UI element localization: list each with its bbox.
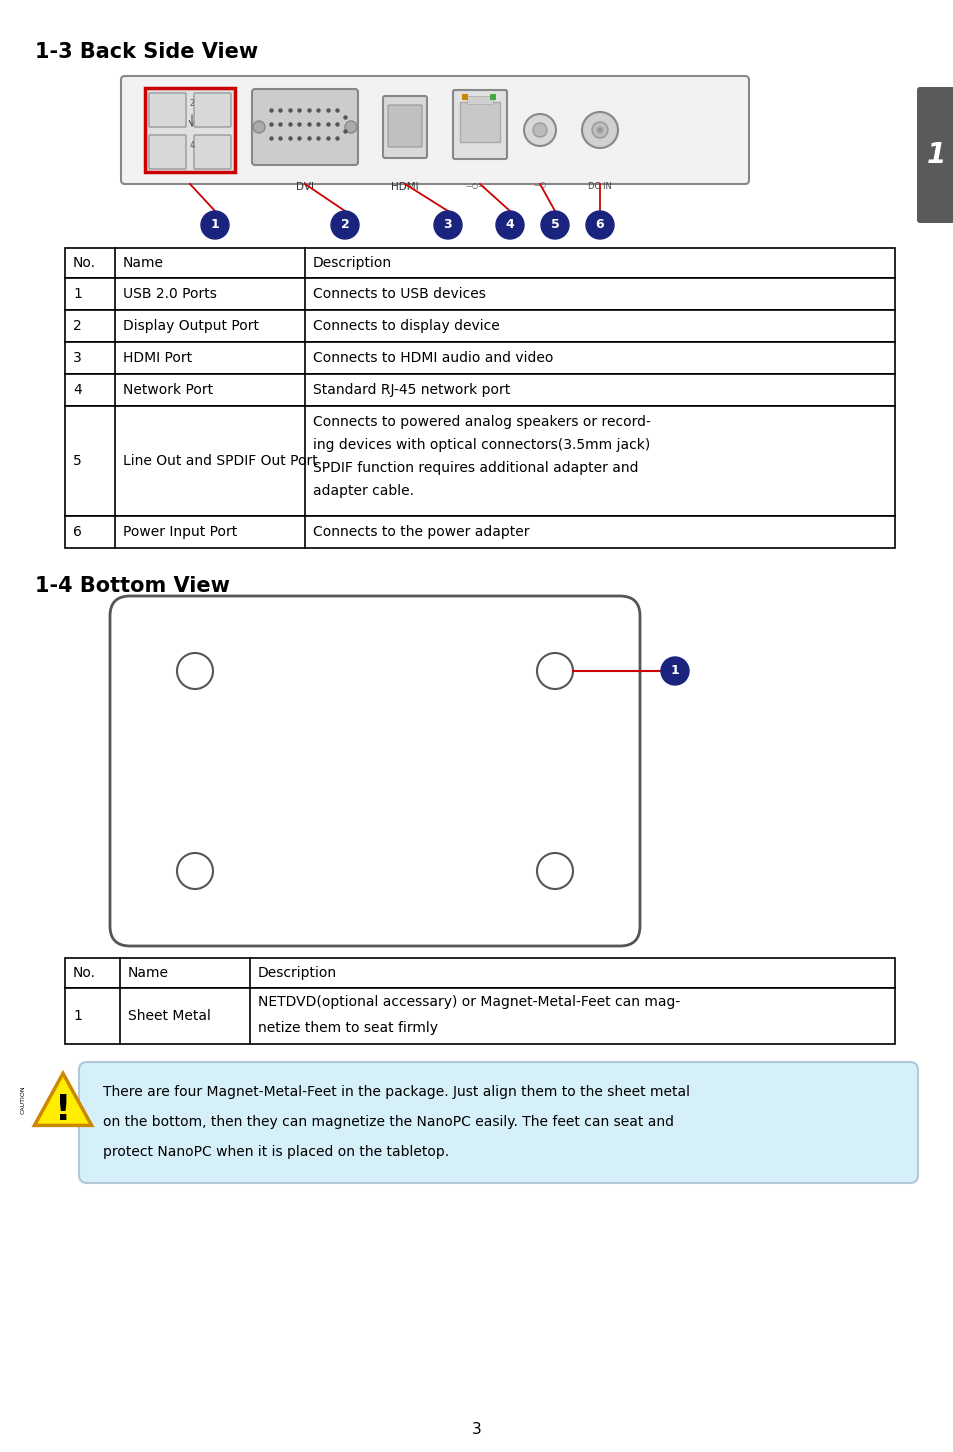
Bar xyxy=(145,89,234,171)
Text: Display Output Port: Display Output Port xyxy=(123,319,258,333)
FancyBboxPatch shape xyxy=(193,135,231,168)
Circle shape xyxy=(592,122,607,138)
Circle shape xyxy=(533,123,546,136)
Bar xyxy=(65,343,894,375)
Text: Connects to display device: Connects to display device xyxy=(313,319,499,333)
Text: CAUTION: CAUTION xyxy=(20,1086,26,1114)
Circle shape xyxy=(597,126,602,134)
Text: Standard RJ-45 network port: Standard RJ-45 network port xyxy=(313,383,510,396)
Text: Name: Name xyxy=(128,966,169,980)
Circle shape xyxy=(177,653,213,690)
Bar xyxy=(467,96,493,105)
Text: 2: 2 xyxy=(73,319,82,333)
Circle shape xyxy=(581,112,618,148)
Text: 1-4 Bottom View: 1-4 Bottom View xyxy=(35,576,230,595)
Circle shape xyxy=(201,211,229,240)
Bar xyxy=(65,309,894,343)
Text: 5: 5 xyxy=(550,218,558,231)
Text: No.: No. xyxy=(73,256,96,270)
Text: Power Input Port: Power Input Port xyxy=(123,526,237,539)
Circle shape xyxy=(585,211,614,240)
FancyBboxPatch shape xyxy=(110,595,639,947)
Text: Line Out and SPDIF Out Port: Line Out and SPDIF Out Port xyxy=(123,454,317,468)
Text: 3: 3 xyxy=(443,218,452,231)
Circle shape xyxy=(540,211,568,240)
Text: 6: 6 xyxy=(73,526,82,539)
Text: 3: 3 xyxy=(73,351,82,364)
Text: No.: No. xyxy=(73,966,96,980)
Bar xyxy=(65,248,894,277)
Text: —○: —○ xyxy=(533,182,546,187)
Circle shape xyxy=(523,115,556,147)
Text: Description: Description xyxy=(313,256,392,270)
Bar xyxy=(65,375,894,407)
Text: 1: 1 xyxy=(211,218,219,231)
Text: protect NanoPC when it is placed on the tabletop.: protect NanoPC when it is placed on the … xyxy=(103,1146,449,1159)
Text: 2: 2 xyxy=(340,218,349,231)
FancyBboxPatch shape xyxy=(193,93,231,126)
Text: SPDIF function requires additional adapter and: SPDIF function requires additional adapt… xyxy=(313,460,638,475)
Text: adapter cable.: adapter cable. xyxy=(313,484,414,498)
Text: There are four Magnet-Metal-Feet in the package. Just align them to the sheet me: There are four Magnet-Metal-Feet in the … xyxy=(103,1085,689,1099)
Bar xyxy=(65,277,894,309)
Text: 3: 3 xyxy=(472,1423,481,1437)
Text: DVI: DVI xyxy=(295,182,314,192)
Text: Connects to powered analog speakers or record-: Connects to powered analog speakers or r… xyxy=(313,415,650,428)
Text: 1: 1 xyxy=(670,665,679,678)
Circle shape xyxy=(496,211,523,240)
Text: ing devices with optical connectors(3.5mm jack): ing devices with optical connectors(3.5m… xyxy=(313,439,650,452)
Text: 1: 1 xyxy=(925,141,944,168)
Text: 1: 1 xyxy=(73,1009,82,1024)
Circle shape xyxy=(660,656,688,685)
Text: NETDVD(optional accessary) or Magnet-Metal-Feet can mag-: NETDVD(optional accessary) or Magnet-Met… xyxy=(257,995,679,1009)
Text: Connects to the power adapter: Connects to the power adapter xyxy=(313,526,529,539)
Text: USB 2.0 Ports: USB 2.0 Ports xyxy=(123,287,216,301)
Circle shape xyxy=(537,852,573,889)
Bar xyxy=(65,987,894,1044)
Text: !: ! xyxy=(54,1093,71,1127)
Circle shape xyxy=(434,211,461,240)
Text: Connects to USB devices: Connects to USB devices xyxy=(313,287,485,301)
FancyBboxPatch shape xyxy=(149,93,186,126)
Text: 4: 4 xyxy=(190,141,194,151)
FancyBboxPatch shape xyxy=(382,96,427,158)
Text: 4: 4 xyxy=(505,218,514,231)
Text: Description: Description xyxy=(257,966,336,980)
Circle shape xyxy=(331,211,358,240)
Text: Connects to HDMI audio and video: Connects to HDMI audio and video xyxy=(313,351,553,364)
Text: HDMI Port: HDMI Port xyxy=(123,351,192,364)
FancyBboxPatch shape xyxy=(79,1061,917,1183)
Text: 6: 6 xyxy=(595,218,603,231)
Text: netize them to seat firmly: netize them to seat firmly xyxy=(257,1021,437,1035)
Text: 1-3 Back Side View: 1-3 Back Side View xyxy=(35,42,258,62)
FancyBboxPatch shape xyxy=(252,89,357,166)
Text: —○—: —○— xyxy=(465,183,485,189)
Text: on the bottom, then they can magnetize the NanoPC easily. The feet can seat and: on the bottom, then they can magnetize t… xyxy=(103,1115,673,1130)
FancyBboxPatch shape xyxy=(149,135,186,168)
Text: Network Port: Network Port xyxy=(123,383,213,396)
Text: DC IN: DC IN xyxy=(587,182,611,192)
Polygon shape xyxy=(34,1073,91,1125)
Bar xyxy=(65,958,894,987)
Circle shape xyxy=(345,121,356,134)
Bar xyxy=(65,407,894,515)
Text: 2: 2 xyxy=(190,100,194,109)
Circle shape xyxy=(177,852,213,889)
Text: 5: 5 xyxy=(73,454,82,468)
Circle shape xyxy=(253,121,265,134)
Text: HDMI: HDMI xyxy=(391,182,418,192)
Circle shape xyxy=(537,653,573,690)
FancyBboxPatch shape xyxy=(388,105,421,147)
Bar xyxy=(65,515,894,547)
FancyBboxPatch shape xyxy=(453,90,506,160)
FancyBboxPatch shape xyxy=(459,102,499,142)
Text: Sheet Metal: Sheet Metal xyxy=(128,1009,211,1024)
Text: Name: Name xyxy=(123,256,164,270)
Text: 4: 4 xyxy=(73,383,82,396)
FancyBboxPatch shape xyxy=(121,76,748,184)
FancyBboxPatch shape xyxy=(916,87,953,224)
Text: 1: 1 xyxy=(73,287,82,301)
